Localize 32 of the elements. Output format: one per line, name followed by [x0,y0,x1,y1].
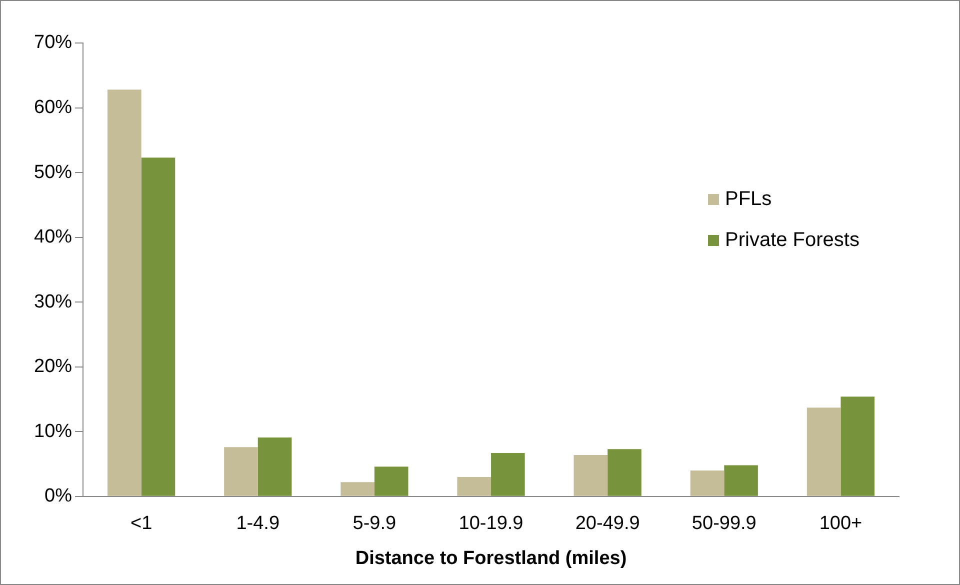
x-tick-label: 20-49.9 [575,513,640,534]
x-axis-title: Distance to Forestland (miles) [355,548,627,569]
bar [258,437,292,496]
bar [574,454,608,496]
y-tick-label: 70% [34,32,72,54]
bar [224,447,258,496]
legend-label: PFLs [725,188,772,212]
y-tick-label: 10% [34,420,72,442]
y-tick-label: 50% [34,162,72,183]
bar [340,482,374,496]
bar [724,465,758,496]
bar [608,449,642,496]
x-tick-label: <1 [130,513,152,534]
bar [491,453,525,496]
bar [108,90,142,496]
x-tick-label: 100+ [819,513,862,534]
bar [141,158,176,496]
y-tick-label: 20% [34,356,72,378]
y-tick-label: 40% [34,226,72,248]
x-tick-label: 10-19.9 [458,513,524,534]
x-tick-label: 50-99.9 [692,513,756,534]
y-tick-label: 30% [34,291,72,312]
bar [840,396,875,496]
bar [374,466,408,496]
x-tick-label: 1-4.9 [236,513,280,534]
y-tick-label: 0% [44,486,72,507]
y-tick-label: 60% [34,97,72,118]
bar [806,408,841,496]
bar [690,470,724,496]
legend-label: Private Forests [725,229,860,252]
bar [457,476,492,496]
x-tick-label: 5-9.9 [352,513,396,534]
